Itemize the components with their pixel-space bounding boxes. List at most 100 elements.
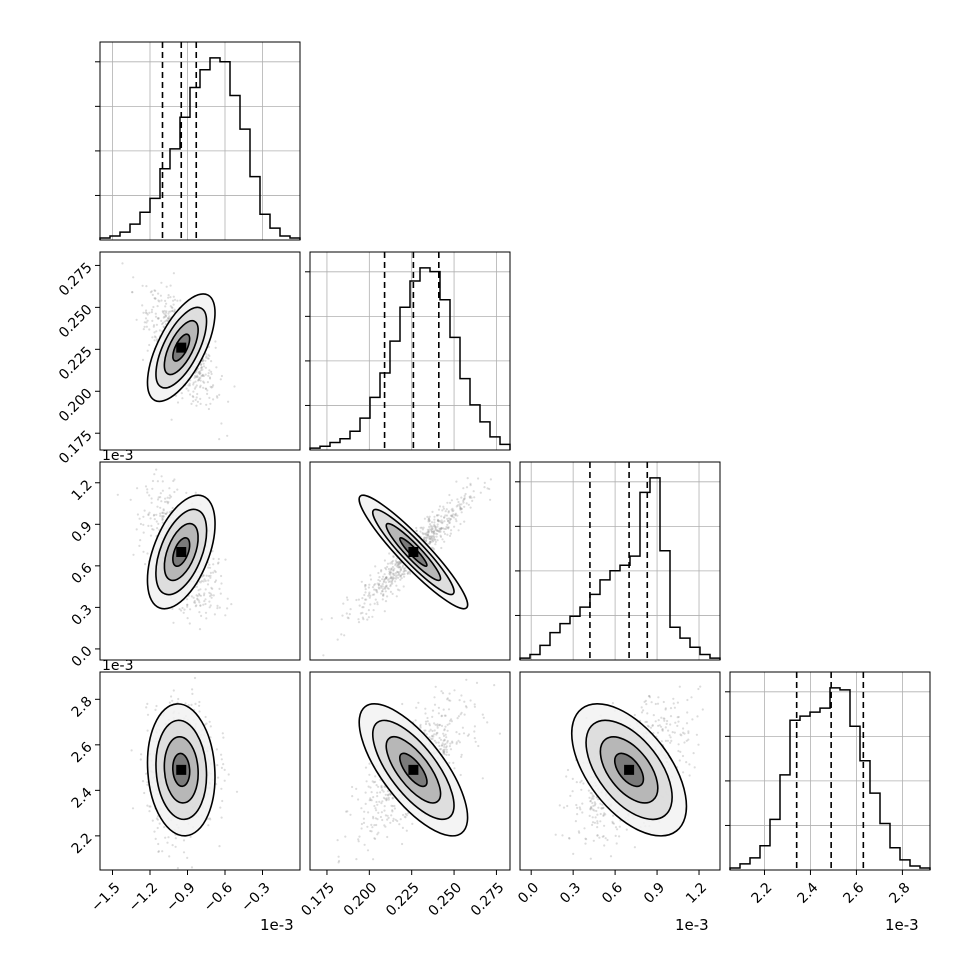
frame-3-3: [729, 671, 931, 871]
sample-point: [367, 616, 370, 619]
sample-point: [657, 719, 660, 722]
sample-point: [388, 577, 391, 580]
sample-point: [430, 526, 433, 529]
sample-point: [188, 384, 191, 387]
sample-point: [368, 591, 371, 594]
sample-point: [204, 373, 207, 376]
sample-point: [379, 815, 382, 819]
sample-point: [153, 331, 156, 334]
sample-point: [640, 711, 644, 714]
sample-point: [368, 596, 371, 599]
sample-point: [649, 726, 653, 729]
sample-point: [427, 542, 430, 545]
sample-point: [230, 603, 233, 606]
x-offset-label-2: 1e-3: [675, 916, 709, 934]
sample-point: [345, 810, 348, 813]
sample-point: [589, 806, 592, 809]
sample-point: [454, 512, 458, 515]
sample-point: [453, 689, 456, 692]
sample-point: [209, 566, 212, 569]
sample-point: [451, 507, 454, 510]
sample-point: [436, 529, 439, 532]
sample-point: [166, 496, 169, 499]
sample-point: [463, 700, 466, 703]
sample-point: [423, 536, 426, 539]
sample-point: [383, 579, 386, 582]
sample-point: [433, 538, 436, 541]
sample-point: [219, 378, 222, 381]
sample-point: [439, 530, 442, 533]
sample-point: [384, 814, 387, 817]
sample-point: [199, 402, 202, 405]
sample-point: [365, 612, 368, 615]
sample-point: [190, 866, 194, 869]
sample-point: [365, 780, 368, 783]
sample-point: [336, 839, 339, 842]
sample-point: [598, 836, 601, 839]
sample-point: [156, 818, 159, 821]
sample-point: [440, 546, 443, 550]
sample-point: [219, 592, 222, 595]
sample-point: [383, 578, 386, 581]
sample-point: [436, 525, 439, 528]
sample-point: [143, 321, 146, 324]
ytick-label-2-3: 0.9: [69, 519, 96, 546]
sample-point: [648, 696, 651, 699]
sample-point: [372, 817, 375, 820]
sample-point: [220, 816, 223, 819]
sample-point: [375, 784, 378, 787]
sample-point: [365, 598, 368, 601]
sample-point: [364, 791, 367, 794]
sample-point: [442, 751, 445, 754]
sample-point: [209, 595, 212, 598]
sample-point: [371, 826, 374, 829]
sample-point: [163, 312, 166, 315]
sample-point: [596, 826, 599, 829]
sample-point: [157, 292, 160, 295]
sample-point: [381, 598, 384, 601]
sample-point: [171, 309, 174, 313]
sample-point: [207, 353, 210, 356]
sample-point: [460, 755, 463, 758]
sample-point: [451, 740, 454, 743]
sample-point: [429, 537, 432, 540]
sample-point: [411, 822, 414, 825]
sample-point: [673, 731, 676, 734]
sample-point: [197, 599, 200, 602]
sample-point: [186, 598, 189, 601]
sample-point: [434, 543, 437, 546]
sample-point: [604, 813, 607, 816]
sample-point: [367, 586, 370, 589]
sample-point: [429, 537, 432, 540]
sample-point: [397, 576, 400, 579]
xtick-label-0-2: −0.9: [163, 880, 198, 915]
sample-point: [364, 584, 367, 587]
sample-point: [198, 700, 201, 704]
sample-point: [438, 519, 441, 522]
sample-point: [456, 498, 459, 501]
sample-point: [381, 590, 384, 593]
sample-point: [384, 587, 387, 590]
sample-point: [196, 598, 199, 601]
sample-point: [452, 516, 456, 519]
sample-point: [429, 541, 432, 544]
sample-point: [419, 723, 422, 726]
sample-point: [168, 310, 171, 313]
sample-point: [394, 574, 397, 577]
sample-point: [602, 806, 605, 809]
sample-point: [673, 706, 676, 709]
sample-point: [369, 829, 372, 833]
sample-point: [428, 519, 431, 522]
sample-point: [389, 585, 392, 588]
sample-point: [443, 738, 446, 741]
sample-point: [579, 781, 582, 784]
sample-point: [179, 299, 182, 302]
sample-point: [185, 491, 188, 494]
sample-point: [463, 520, 466, 523]
sample-point: [441, 744, 444, 747]
frame-1-1: [309, 251, 511, 451]
sample-point: [701, 708, 704, 711]
sample-point: [218, 587, 221, 590]
sample-point: [155, 330, 158, 333]
sample-point: [200, 374, 203, 378]
